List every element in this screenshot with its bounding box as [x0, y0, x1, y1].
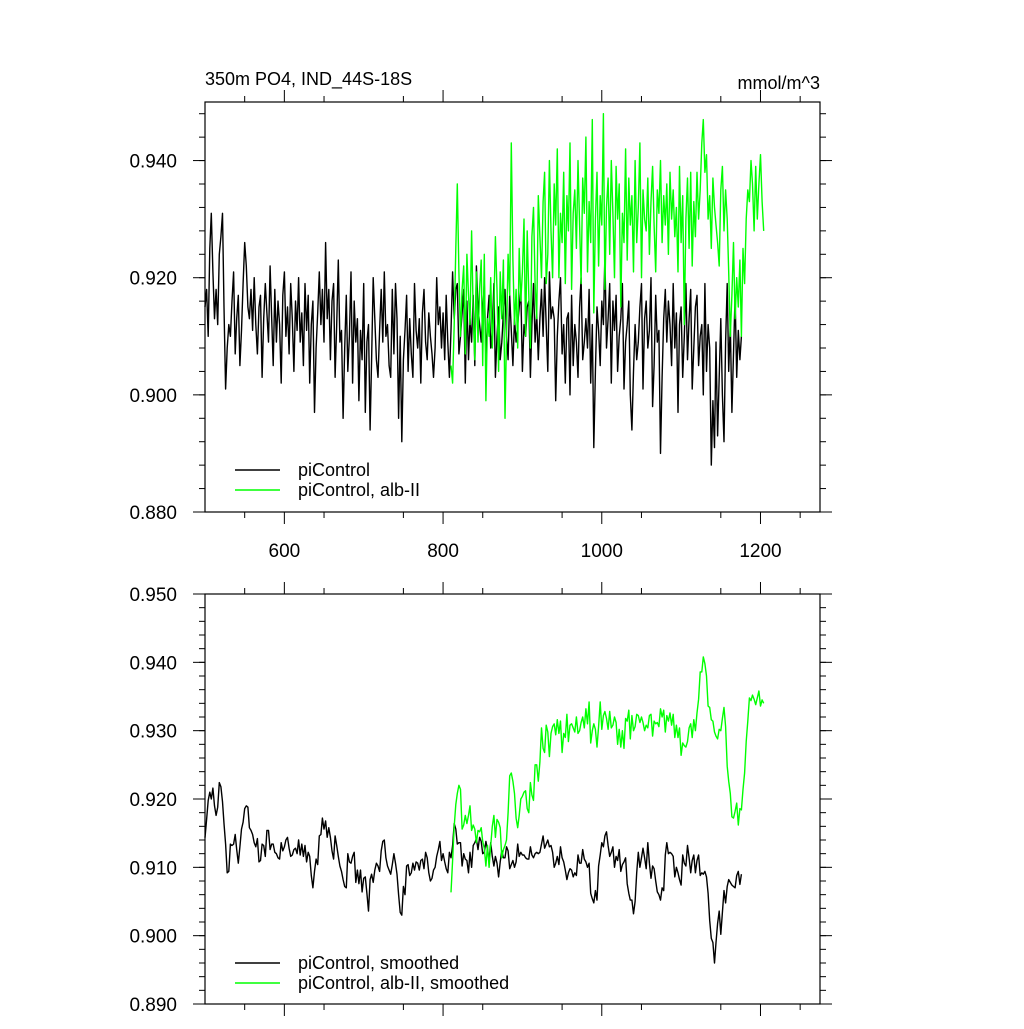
legend-label-picontrol-alb-ii-smoothed: piControl, alb-II, smoothed — [298, 973, 509, 993]
legend-label-picontrol: piControl — [298, 460, 370, 480]
legend-label-picontrol-smoothed: piControl, smoothed — [298, 953, 459, 973]
top-chart-panel: 350m PO4, IND_44S-18S mmol/m^3 0.880 0.9… — [129, 69, 832, 562]
series-line-picontrol-alb-ii-smoothed — [450, 656, 765, 893]
bottom-chart-y-tick-labels: 0.890 0.900 0.910 0.920 0.930 0.940 0.95… — [129, 585, 177, 1016]
series-line-picontrol — [204, 212, 743, 466]
bottom-y-tick-label: 0.930 — [129, 722, 177, 743]
top-y-tick-label: 0.920 — [129, 269, 177, 290]
bottom-y-tick-label: 0.940 — [129, 653, 177, 674]
bottom-chart-panel: 0.890 0.900 0.910 0.920 0.930 0.940 0.95… — [129, 582, 832, 1016]
top-x-tick-label: 1000 — [581, 541, 623, 562]
series-line-picontrol-alb-ii — [450, 112, 765, 419]
bottom-legend: piControl, smoothed piControl, alb-II, s… — [235, 953, 509, 993]
top-y-tick-label: 0.940 — [129, 152, 177, 173]
top-chart-y-tick-labels: 0.880 0.900 0.920 0.940 — [129, 152, 177, 524]
top-chart-x-tick-labels: 600 800 1000 1200 — [269, 541, 782, 562]
top-y-tick-label: 0.880 — [129, 503, 177, 524]
bottom-y-tick-label: 0.900 — [129, 927, 177, 948]
series-line-picontrol-smoothed — [204, 781, 743, 964]
bottom-plot-frame — [204, 593, 821, 1005]
legend-label-picontrol-alb-ii: piControl, alb-II — [298, 480, 420, 500]
top-x-tick-label: 1200 — [739, 541, 781, 562]
top-plot-frame — [204, 101, 821, 513]
bottom-y-tick-label: 0.910 — [129, 858, 177, 879]
top-y-tick-label: 0.900 — [129, 386, 177, 407]
top-chart-ticks — [193, 90, 832, 524]
bottom-y-tick-label: 0.890 — [129, 995, 177, 1016]
top-x-tick-label: 600 — [269, 541, 301, 562]
bottom-y-tick-label: 0.920 — [129, 790, 177, 811]
top-legend: piControl piControl, alb-II — [235, 460, 420, 500]
bottom-y-tick-label: 0.950 — [129, 585, 177, 606]
top-chart-title: 350m PO4, IND_44S-18S — [205, 69, 412, 90]
top-chart-units: mmol/m^3 — [738, 73, 820, 93]
top-x-tick-label: 800 — [427, 541, 459, 562]
bottom-chart-ticks — [193, 582, 832, 1016]
